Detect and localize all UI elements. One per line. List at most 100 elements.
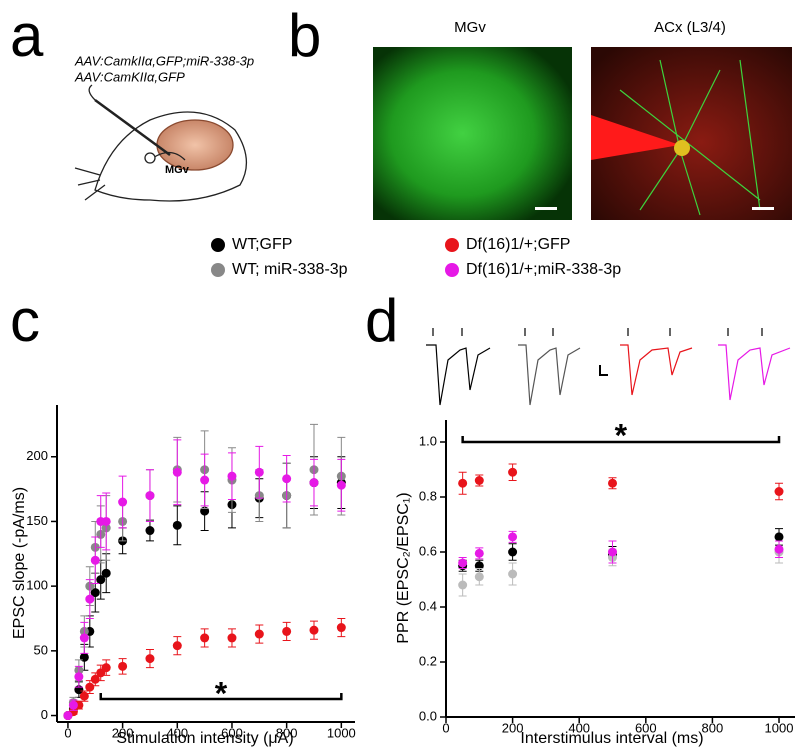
x-tick-label: 400	[166, 725, 188, 740]
legend-label: WT; miR-338-3p	[232, 261, 348, 278]
x-tick-label: 400	[568, 720, 590, 735]
data-point	[74, 672, 84, 682]
x-tick-label: 0	[64, 725, 71, 740]
data-point	[63, 711, 73, 721]
mouse-drawing	[74, 84, 247, 202]
data-point	[774, 532, 784, 542]
data-point	[458, 558, 468, 568]
vector-label: AAV:CamKIIα,GFP	[74, 69, 185, 84]
x-tick-label: 200	[112, 725, 134, 740]
micrograph	[373, 47, 572, 220]
legend-marker	[445, 238, 459, 252]
data-point	[508, 532, 518, 542]
data-point	[508, 569, 518, 579]
data-point	[101, 568, 111, 578]
y-tick-label: 200	[26, 448, 48, 463]
epsc-traces	[426, 328, 791, 406]
x-tick-label: 800	[702, 720, 724, 735]
data-point	[227, 471, 237, 481]
data-point	[101, 663, 111, 673]
data-point	[608, 547, 618, 557]
legend-label: Df(16)1/+;miR-338-3p	[466, 261, 621, 278]
y-tick-label: 0	[41, 707, 48, 722]
data-point	[145, 654, 155, 664]
data-point	[172, 520, 182, 530]
y-tick-label: 100	[26, 578, 48, 593]
x-tick-label: 800	[276, 725, 298, 740]
data-point	[118, 661, 128, 671]
data-point	[90, 674, 100, 684]
legend-marker	[445, 263, 459, 277]
data-point	[336, 623, 346, 633]
y-tick-label: 50	[34, 642, 48, 657]
significance-bracket	[461, 436, 781, 444]
x-tick-label: 600	[221, 725, 243, 740]
scale-bar	[535, 207, 557, 210]
data-point	[309, 478, 319, 488]
data-point	[458, 478, 468, 488]
data-point	[96, 575, 106, 585]
panel-label: c	[10, 287, 40, 354]
significance-star: *	[615, 417, 628, 453]
x-axis-label: Interstimulus interval (ms)	[520, 730, 703, 747]
data-point	[458, 580, 468, 590]
x-tick-label: 1000	[327, 725, 356, 740]
data-point	[774, 487, 784, 496]
data-point	[474, 548, 484, 558]
panel-label: b	[288, 2, 321, 69]
data-point	[508, 547, 518, 557]
x-tick-label: 1000	[765, 720, 794, 735]
y-tick-label: 0.0	[419, 708, 437, 723]
data-point	[90, 555, 100, 565]
significance-bracket	[99, 693, 343, 701]
data-point	[172, 467, 182, 477]
data-point	[508, 467, 518, 477]
legend-marker	[211, 238, 225, 252]
y-tick-label: 0.6	[419, 543, 437, 558]
data-point	[85, 682, 95, 692]
data-point	[608, 478, 618, 488]
significance-star: *	[215, 675, 228, 711]
data-point	[79, 691, 89, 701]
data-point	[101, 516, 111, 526]
legend-marker	[211, 263, 225, 277]
image-title: ACx (L3/4)	[654, 19, 726, 36]
y-tick-label: 0.8	[419, 488, 437, 503]
x-tick-label: 600	[635, 720, 657, 735]
data-point	[79, 652, 89, 662]
data-point	[336, 480, 346, 490]
data-point	[200, 475, 210, 485]
y-tick-label: 1.0	[419, 433, 437, 448]
y-tick-label: 0.4	[419, 598, 437, 613]
data-point	[145, 491, 155, 501]
panel-label: d	[365, 287, 398, 354]
legend-label: Df(16)1/+;GFP	[466, 236, 570, 253]
y-tick-label: 0.2	[419, 653, 437, 668]
x-tick-label: 0	[442, 720, 449, 735]
data-point	[68, 700, 78, 710]
data-point	[309, 625, 319, 635]
data-point	[79, 633, 89, 643]
y-axis-label: PPR (EPSC₂/EPSC₁)	[395, 492, 412, 643]
data-point	[474, 476, 484, 485]
panel-label: a	[10, 2, 44, 69]
vector-label: AAV:CamkIIα,GFP;miR-338-3p	[74, 53, 254, 68]
region-label: MGv	[165, 164, 190, 176]
data-point	[172, 641, 182, 651]
data-point	[254, 467, 264, 477]
y-tick-label: 150	[26, 513, 48, 528]
data-point	[85, 594, 95, 604]
data-point	[145, 526, 155, 536]
data-point	[118, 497, 128, 507]
x-axis-label: Stimulation intensity (μA)	[116, 730, 293, 747]
data-point	[90, 588, 100, 598]
micrograph	[591, 47, 792, 220]
data-point	[474, 572, 484, 582]
data-point	[227, 633, 237, 643]
legend-label: WT;GFP	[232, 236, 292, 253]
data-point	[774, 544, 784, 554]
x-tick-label: 200	[502, 720, 524, 735]
data-point	[282, 626, 292, 636]
y-axis-label: EPSC slope (-pA/ms)	[11, 487, 28, 639]
